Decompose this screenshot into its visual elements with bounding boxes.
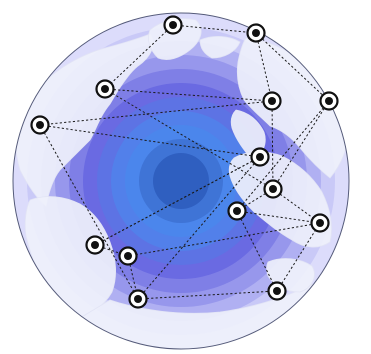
landmass-greenland (148, 18, 202, 60)
location-marker-icon[interactable] (85, 235, 105, 255)
location-marker-icon[interactable] (163, 15, 183, 35)
route-line (39, 100, 273, 126)
node-center (124, 252, 132, 260)
node-center (233, 207, 241, 215)
node-center (316, 219, 324, 227)
route-line (104, 88, 274, 190)
location-marker-icon[interactable] (30, 115, 50, 135)
location-marker-icon[interactable] (263, 179, 283, 199)
route-line (94, 156, 261, 246)
ocean-ring (153, 153, 209, 209)
route-line (137, 156, 261, 300)
location-marker-icon[interactable] (262, 91, 282, 111)
route-line (236, 100, 330, 212)
route-line (271, 100, 274, 190)
node-center (169, 21, 177, 29)
route-line (272, 188, 321, 224)
location-marker-icon[interactable] (310, 213, 330, 233)
node-center (134, 295, 142, 303)
node-center (256, 153, 264, 161)
location-marker-icon[interactable] (227, 201, 247, 221)
route-line (127, 222, 321, 257)
node-center (325, 97, 333, 105)
node-center (36, 121, 44, 129)
node-center (269, 185, 277, 193)
route-line (137, 290, 278, 300)
route-line (236, 210, 278, 292)
route-line (255, 32, 330, 102)
node-center (268, 97, 276, 105)
location-marker-icon[interactable] (267, 281, 287, 301)
route-line (236, 210, 321, 224)
node-center (91, 241, 99, 249)
location-marker-icon[interactable] (128, 289, 148, 309)
route-line (39, 124, 261, 158)
location-marker-icon[interactable] (319, 91, 339, 111)
landmass-arctic-islands (199, 36, 241, 59)
location-marker-icon[interactable] (118, 246, 138, 266)
landmass-north-america (15, 33, 154, 207)
node-center (273, 287, 281, 295)
location-marker-icon[interactable] (246, 23, 266, 43)
node-center (101, 85, 109, 93)
location-marker-icon[interactable] (95, 79, 115, 99)
route-line (172, 24, 257, 34)
location-marker-icon[interactable] (250, 147, 270, 167)
node-center (252, 29, 260, 37)
location-nodes (30, 15, 339, 309)
route-network (39, 24, 330, 300)
globe-outline (12, 12, 350, 350)
landmass-africa (228, 151, 332, 248)
route-line (276, 222, 321, 292)
route-line (104, 88, 273, 102)
route-line (255, 32, 273, 102)
